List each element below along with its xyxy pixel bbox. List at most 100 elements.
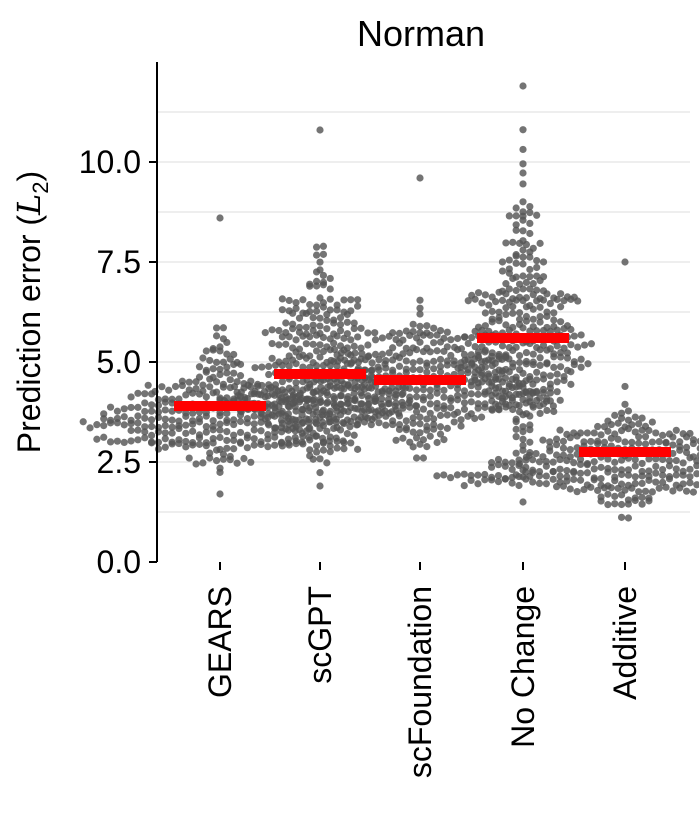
data-point: [495, 355, 503, 363]
data-point: [423, 443, 431, 451]
data-point: [134, 403, 142, 411]
data-point: [539, 375, 548, 383]
data-point: [512, 383, 520, 391]
data-point: [223, 363, 231, 371]
data-point: [526, 273, 534, 281]
data-point: [106, 403, 115, 411]
data-point: [254, 390, 263, 398]
data-point: [686, 473, 694, 481]
data-point: [316, 353, 324, 361]
data-point: [529, 291, 537, 299]
data-point: [533, 256, 541, 265]
data-point: [309, 321, 317, 329]
data-point: [492, 375, 500, 383]
data-point: [416, 322, 424, 330]
data-point: [385, 399, 393, 408]
data-point: [461, 333, 469, 341]
data-point: [533, 327, 541, 335]
data-point: [553, 483, 561, 491]
data-point: [271, 441, 279, 449]
data-point: [549, 468, 557, 476]
data-point: [492, 384, 500, 392]
data-point: [392, 436, 400, 444]
data-point: [614, 435, 622, 443]
data-point: [464, 369, 472, 377]
data-point: [478, 299, 486, 307]
data-point: [576, 455, 585, 463]
data-point: [419, 405, 428, 413]
data-point: [488, 361, 496, 370]
data-point: [461, 362, 469, 370]
data-point: [100, 421, 108, 430]
data-point: [436, 338, 445, 346]
data-point: [409, 443, 417, 451]
data-point: [416, 429, 424, 437]
data-point: [326, 442, 334, 450]
data-point: [195, 434, 204, 442]
data-point: [447, 351, 455, 360]
data-point: [440, 436, 448, 444]
data-point: [141, 428, 149, 436]
data-point: [419, 396, 428, 404]
data-point: [275, 341, 283, 349]
data-point: [505, 391, 513, 399]
data-point: [567, 325, 575, 334]
data-point: [519, 389, 527, 398]
data-point: [638, 426, 646, 434]
data-point: [148, 390, 156, 398]
data-point: [502, 310, 510, 319]
data-point: [395, 362, 404, 370]
data-point: [672, 426, 680, 434]
data-point: [402, 357, 410, 365]
data-point: [474, 471, 482, 479]
data-point: [535, 479, 544, 488]
data-point: [209, 365, 217, 373]
data-point: [209, 426, 217, 434]
data-point: [282, 340, 290, 348]
data-point: [354, 333, 362, 341]
data-point: [419, 454, 428, 462]
data-point: [295, 425, 304, 434]
data-point: [351, 384, 359, 393]
data-point: [275, 326, 283, 335]
data-point: [336, 320, 345, 329]
data-point: [206, 383, 214, 391]
data-point: [635, 433, 643, 441]
data-point: [512, 433, 520, 441]
data-point: [604, 468, 612, 476]
data-point: [195, 418, 204, 426]
data-point: [563, 456, 571, 465]
data-point: [624, 425, 633, 433]
data-point: [556, 426, 564, 434]
data-point: [317, 377, 325, 385]
data-point: [546, 384, 554, 392]
data-point: [416, 420, 424, 428]
data-point: [481, 309, 489, 317]
data-point: [478, 369, 486, 377]
data-point: [536, 354, 544, 362]
data-point: [416, 440, 424, 448]
data-point: [577, 363, 585, 371]
data-point: [282, 412, 290, 420]
data-point: [533, 263, 541, 272]
data-point: [546, 447, 554, 455]
data-point: [371, 350, 380, 358]
data-point: [526, 375, 534, 383]
data-point: [682, 443, 691, 451]
data-point: [330, 424, 338, 433]
data-point: [563, 349, 572, 357]
data-point: [611, 458, 619, 466]
data-point: [433, 331, 441, 339]
data-point: [344, 381, 352, 390]
data-point: [389, 369, 397, 377]
data-point: [223, 338, 231, 347]
data-point: [192, 460, 200, 468]
data-point: [337, 384, 345, 393]
data-point: [426, 386, 434, 394]
data-point: [560, 325, 568, 333]
data-point: [219, 455, 228, 463]
data-point: [474, 289, 483, 297]
data-point: [607, 420, 615, 429]
data-point: [333, 437, 341, 445]
data-point: [306, 446, 314, 454]
